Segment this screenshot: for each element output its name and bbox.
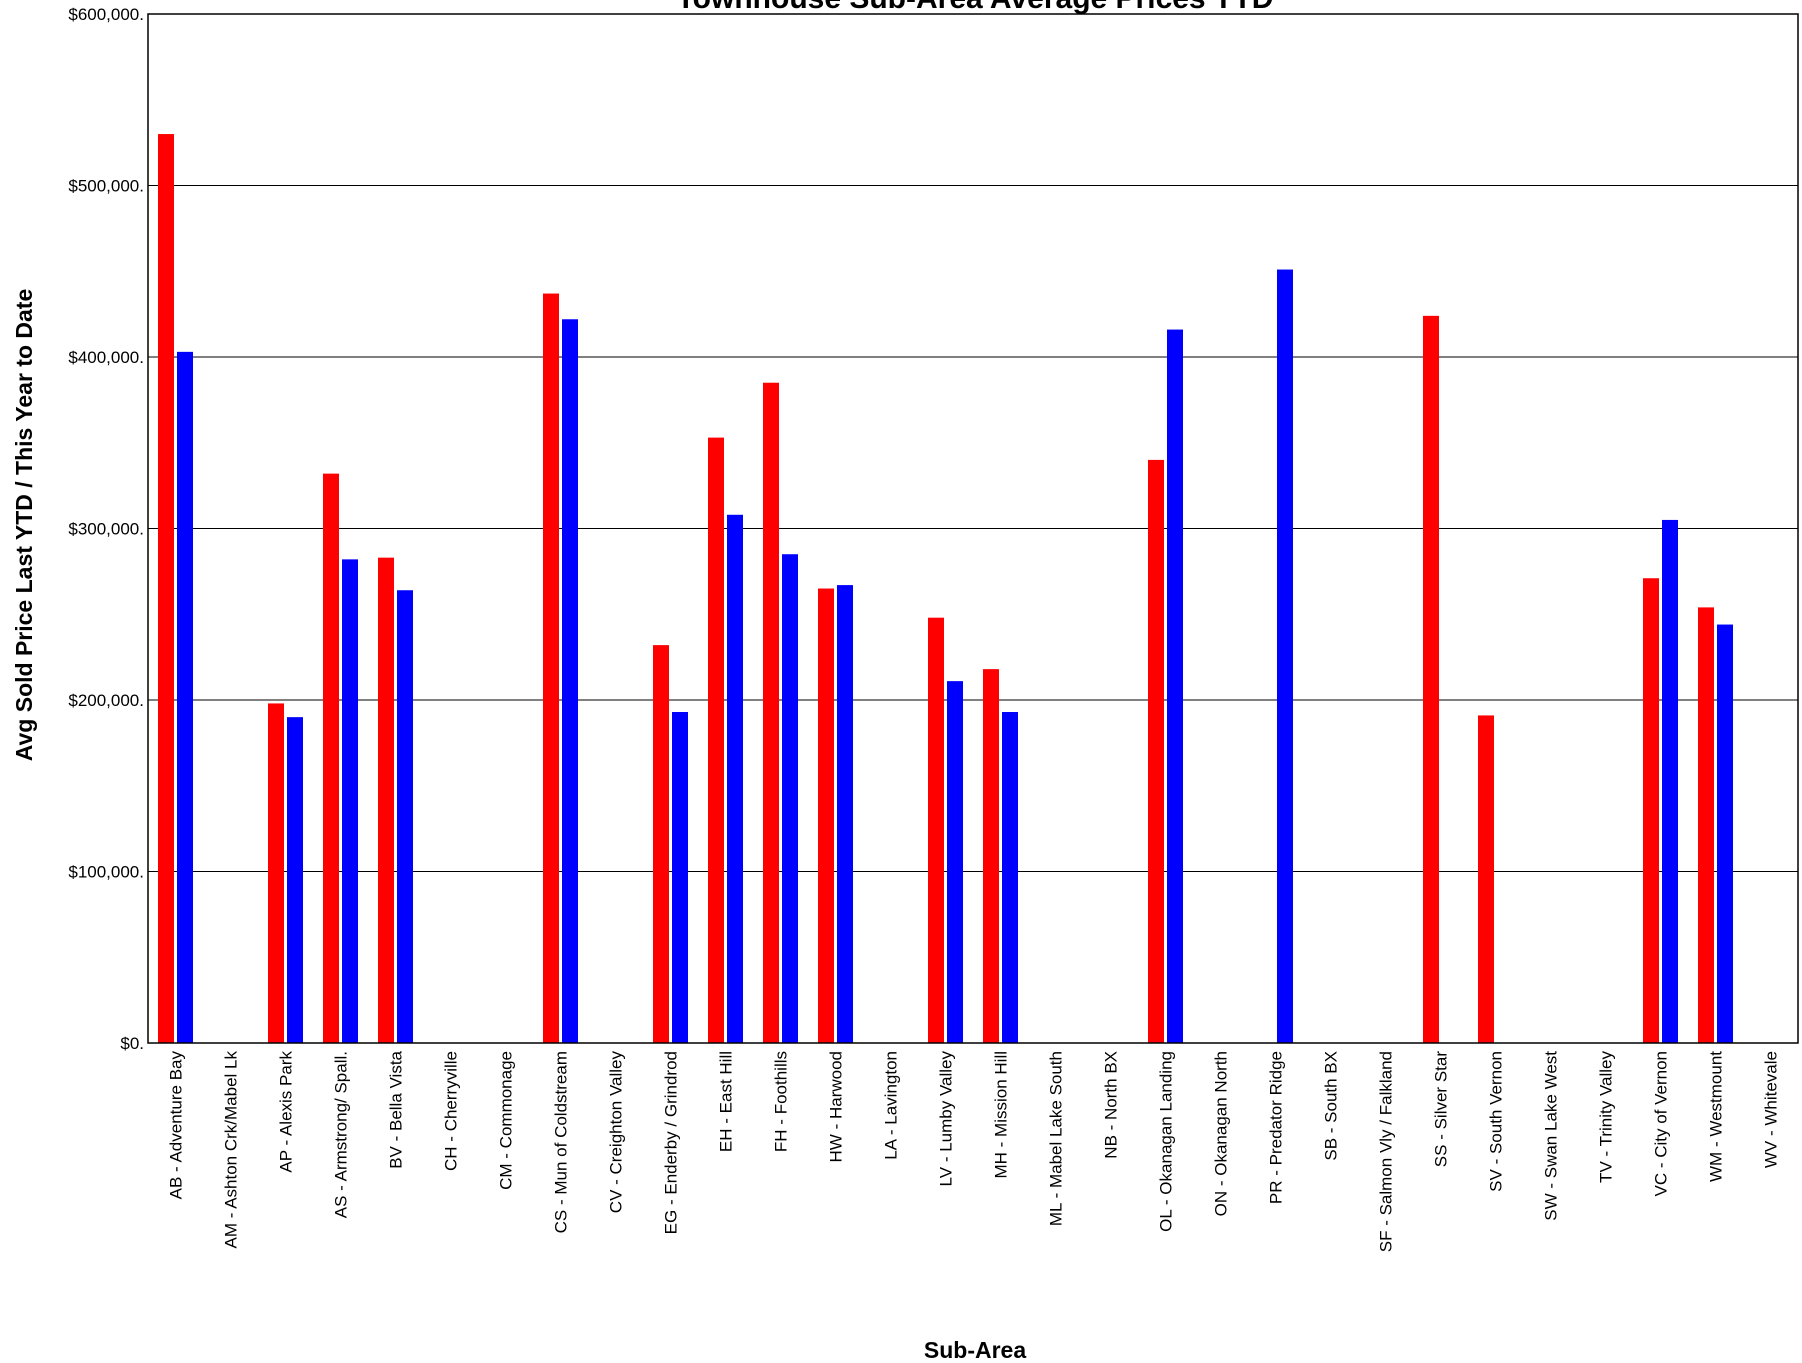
bar-series-1-27 — [1643, 578, 1659, 1043]
x-tick-label: CS - Mun of Coldstream — [552, 1051, 571, 1233]
x-axis-title: Sub-Area — [924, 1337, 1026, 1363]
x-tick-label: HW - Harwood — [827, 1051, 846, 1162]
bar-series-1-3 — [323, 473, 339, 1043]
x-tick-label: VC - City of Vernon — [1652, 1051, 1671, 1197]
y-tick-label: $500,000. — [68, 177, 144, 196]
bar-series-1-10 — [708, 437, 724, 1044]
y-axis-title: Avg Sold Price Last YTD / This Year to D… — [11, 289, 37, 762]
x-tick-label: SS - Silver Star — [1432, 1051, 1451, 1168]
x-tick-label: OL - Okanagan Landing — [1157, 1051, 1176, 1232]
x-tick-label: EG - Enderby / Grindrod — [662, 1051, 681, 1234]
y-tick-label: $400,000. — [68, 348, 144, 367]
x-tick-label: ON - Okanagan North — [1212, 1051, 1231, 1216]
x-tick-label: SB - South BX — [1322, 1051, 1341, 1161]
x-tick-label: EH - East Hill — [717, 1051, 736, 1152]
y-tick-label: $300,000. — [68, 520, 144, 539]
x-tick-label: BV - Bella Vista — [387, 1050, 406, 1168]
x-tick-label: LA - Lavington — [882, 1051, 901, 1160]
x-tick-label: AP - Alexis Park — [277, 1051, 296, 1173]
x-tick-label: MH - Mission Hill — [992, 1051, 1011, 1179]
x-tick-label: FH - Foothills — [772, 1051, 791, 1152]
bar-series-1-15 — [983, 669, 999, 1043]
bar-series-1-24 — [1478, 715, 1494, 1043]
plot-frame — [147, 13, 1799, 1044]
bar-series-2-2 — [287, 717, 303, 1043]
bar-series-1-7 — [543, 293, 559, 1043]
x-tick-label: SF - Salmon Vly / Falkland — [1377, 1051, 1396, 1252]
bar-series-1-2 — [268, 703, 284, 1043]
bar-series-2-27 — [1662, 519, 1678, 1043]
bar-series-2-7 — [562, 319, 578, 1043]
x-tick-label: SW - Swan Lake West — [1542, 1051, 1561, 1221]
x-tick-label: NB - North BX — [1102, 1051, 1121, 1159]
x-tick-label: TV - Trinity Valley — [1597, 1051, 1616, 1183]
bar-series-2-3 — [342, 559, 358, 1043]
bar-series-1-18 — [1148, 459, 1164, 1043]
y-tick-label: $600,000. — [68, 5, 144, 24]
bar-series-2-11 — [782, 554, 798, 1043]
bar-series-2-4 — [397, 590, 413, 1043]
bar-series-1-4 — [378, 557, 394, 1043]
bar-series-2-14 — [947, 681, 963, 1043]
bar-series-1-12 — [818, 588, 834, 1043]
y-axis-ticks: $0. $100,000. $200,000. $300,000. $400,000. $… — [68, 5, 144, 1053]
x-tick-label: WM - Westmount — [1707, 1051, 1726, 1182]
bar-series-2-15 — [1002, 712, 1018, 1043]
bar-series-2-28 — [1717, 624, 1733, 1043]
gridlines — [148, 185, 1798, 872]
x-tick-label: AS - Armstrong/ Spall. — [332, 1051, 351, 1218]
bar-series-2-10 — [727, 514, 743, 1043]
x-axis-ticks: AB - Adventure Bay AM - Ashton Crk/Mabel … — [167, 1050, 1781, 1252]
bar-series-2-12 — [837, 585, 853, 1043]
bar-series-1-23 — [1423, 315, 1439, 1044]
x-tick-label: CV - Creighton Valley — [607, 1051, 626, 1214]
y-tick-label: $100,000. — [68, 863, 144, 882]
bar-series-1-28 — [1698, 607, 1714, 1043]
bars — [158, 134, 1733, 1044]
x-tick-label: AB - Adventure Bay — [167, 1051, 186, 1200]
y-tick-label: $200,000. — [68, 691, 144, 710]
bar-series-2-9 — [672, 712, 688, 1043]
bar-series-1-9 — [653, 645, 669, 1043]
bar-series-2-20 — [1277, 269, 1293, 1043]
x-tick-label: AM - Ashton Crk/Mabel Lk — [222, 1051, 241, 1249]
x-tick-label: CH - Cherryville — [442, 1051, 461, 1171]
bar-series-2-0 — [177, 351, 193, 1044]
x-tick-label: ML - Mabel Lake South — [1047, 1051, 1066, 1226]
bar-series-2-18 — [1167, 329, 1183, 1043]
y-tick-label: $0. — [120, 1034, 144, 1053]
bar-series-1-11 — [763, 382, 779, 1044]
x-tick-label: PR - Predator Ridge — [1267, 1051, 1286, 1204]
x-tick-label: SV - South Vernon — [1487, 1051, 1506, 1192]
x-tick-label: CM - Commonage — [497, 1051, 516, 1190]
bar-series-1-0 — [158, 134, 174, 1044]
chart-title: Townhouse Sub-Area Average Prices YTD — [677, 0, 1274, 15]
bar-series-1-14 — [928, 617, 944, 1043]
x-tick-label: LV - Lumby Valley — [937, 1051, 956, 1187]
x-tick-label: WV - Whitevale — [1762, 1051, 1781, 1168]
